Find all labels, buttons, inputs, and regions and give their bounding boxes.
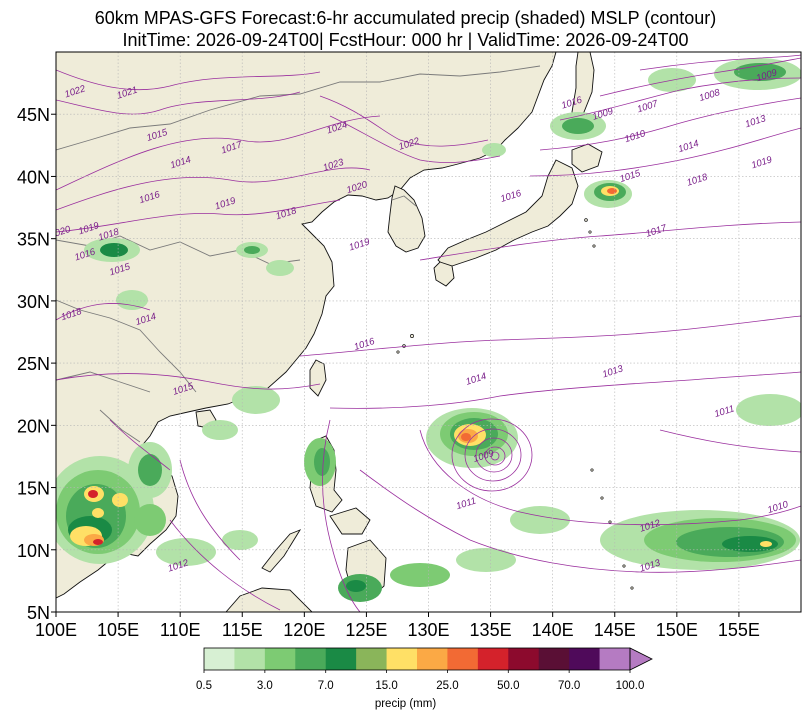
typhoon-isobar-rings (451, 418, 533, 492)
colorbar-swatch (447, 648, 479, 670)
colorbar-swatch (295, 648, 327, 670)
colorbar-swatch (356, 648, 388, 670)
colorbar-tick-label: 70.0 (557, 680, 581, 692)
longitude-axis: 100E 105E 110E 115E 120E 125E 130E 135E 140E 145E… (35, 612, 760, 640)
colorbar-swatch (599, 648, 631, 670)
x-tick-label: 105E (97, 620, 139, 640)
borneo (225, 587, 313, 612)
map-subtitle: InitTime: 2026-09-24T00| FcstHour: 000 h… (122, 30, 689, 50)
x-tick-label: 140E (532, 620, 574, 640)
colorbar-swatch (234, 648, 266, 670)
y-tick-label: 5N (27, 603, 50, 623)
x-tick-label: 135E (470, 620, 512, 640)
colorbar-swatch (477, 648, 509, 670)
colorbar-swatch (417, 648, 448, 670)
colorbar-swatch (508, 648, 540, 670)
latitude-axis: 5N 10N 15N 20N 25N 30N 35N 40N 45N (17, 105, 56, 623)
palawan (261, 529, 302, 573)
colorbar-swatch (538, 648, 570, 670)
korean-peninsula (387, 185, 426, 253)
colorbar-swatch (264, 648, 296, 670)
colorbar-unit-label: precip (mm) (374, 698, 437, 710)
colorbar-swatch (204, 648, 235, 670)
colorbar-tick-label: 50.0 (497, 680, 520, 692)
colorbar-tick-label: 15.0 (375, 680, 398, 692)
x-tick-label: 120E (283, 620, 325, 640)
x-tick-label: 145E (594, 620, 636, 640)
x-tick-label: 125E (345, 620, 387, 640)
x-tick-label: 110E (160, 620, 201, 640)
colorbar-swatch (569, 648, 601, 670)
island-chains (396, 218, 634, 590)
land-areas (56, 52, 603, 612)
y-tick-label: 25N (17, 354, 50, 374)
graticule (56, 52, 801, 612)
taiwan (309, 359, 327, 397)
y-tick-label: 45N (17, 105, 50, 125)
colorbar-tick-label: 3.0 (256, 680, 273, 692)
x-tick-label: 150E (656, 620, 698, 640)
colorbar-swatch (325, 648, 357, 670)
colorbar-extend-arrow (629, 647, 653, 671)
mslp-isobars (56, 54, 801, 612)
colorbar-frame (203, 647, 631, 671)
asia-mainland (56, 52, 557, 599)
x-tick-label: 155E (718, 620, 760, 640)
y-tick-label: 15N (17, 479, 50, 499)
colorbar-tick-label: 7.0 (317, 680, 334, 692)
colorbar-swatch (386, 648, 418, 670)
kyushu (433, 261, 455, 287)
colorbar-tick-label: 25.0 (436, 680, 459, 692)
x-tick-label: 130E (407, 620, 449, 640)
y-tick-label: 35N (17, 230, 50, 250)
y-tick-label: 10N (17, 541, 50, 561)
honshu (437, 159, 579, 269)
x-tick-label: 100E (35, 620, 77, 640)
map-title: 60km MPAS-GFS Forecast:6-hr accumulated … (94, 8, 717, 28)
colorbar-tick-label: 0.5 (196, 680, 212, 692)
hokkaido (571, 143, 603, 173)
y-tick-label: 20N (17, 416, 50, 436)
y-tick-label: 40N (17, 167, 50, 187)
x-tick-label: 115E (222, 620, 263, 640)
colorbar-tick-label: 100.0 (615, 680, 645, 692)
precip-colorbar (203, 647, 653, 673)
y-tick-label: 30N (17, 292, 50, 312)
visayas (329, 507, 371, 535)
